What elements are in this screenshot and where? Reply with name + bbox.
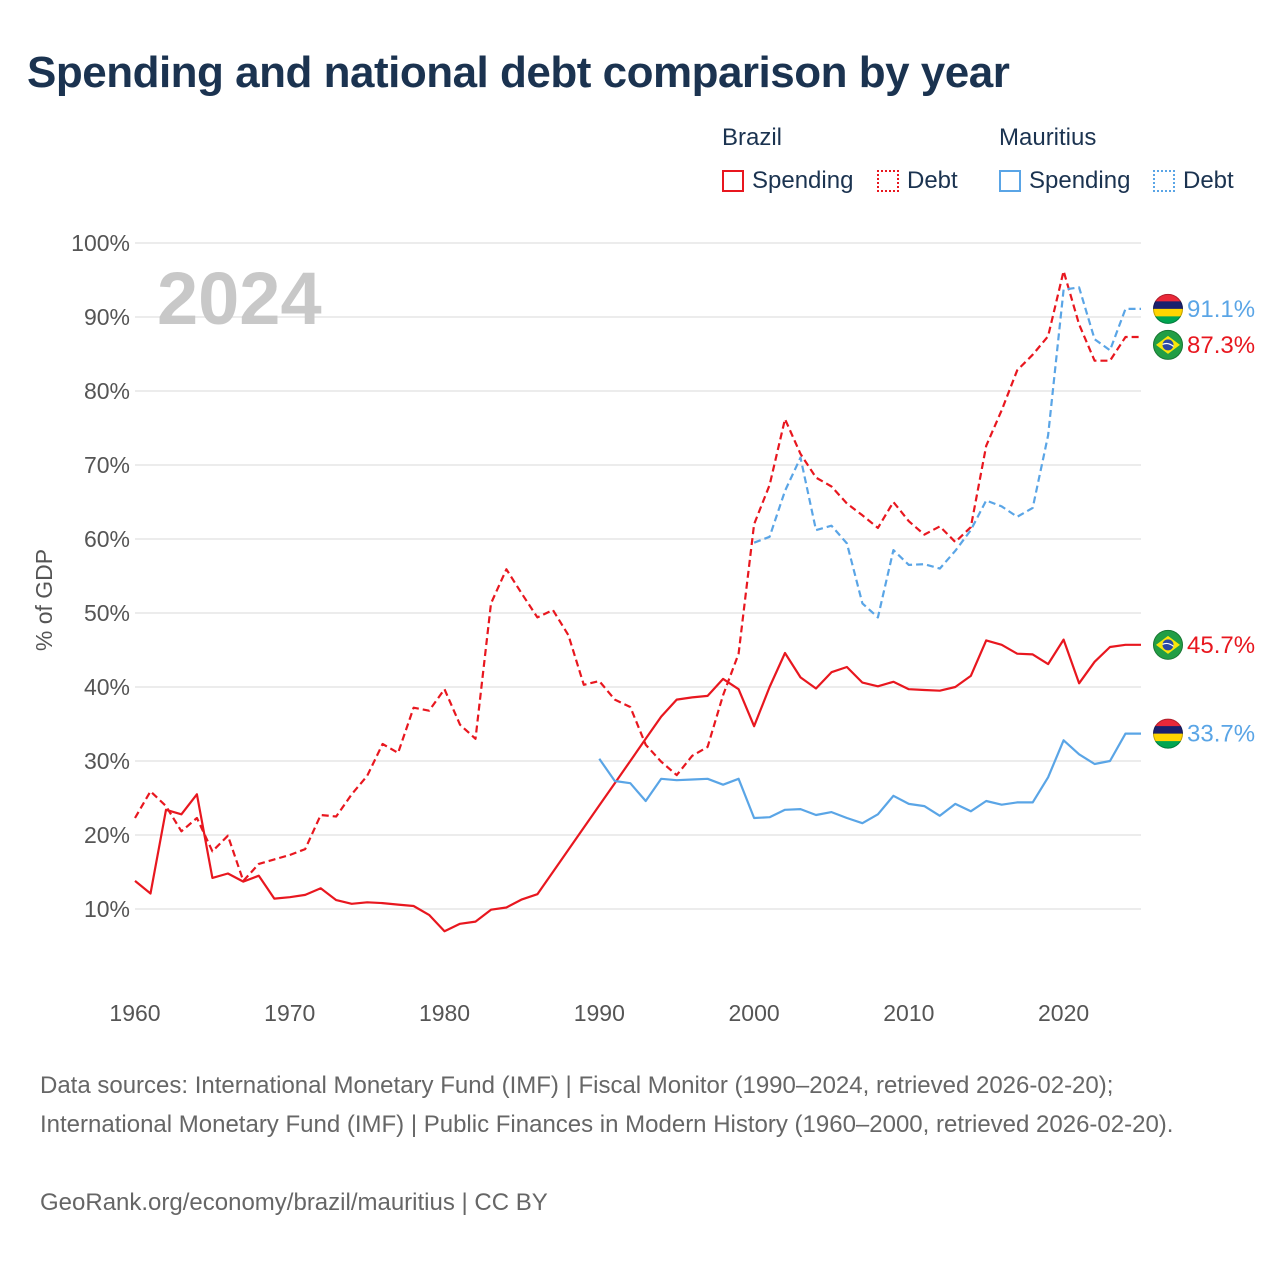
legend-brazil-spending[interactable]: Spending: [722, 166, 853, 196]
y-tick-label-70: 70%: [84, 452, 130, 478]
legend-brazil-debt[interactable]: Debt: [877, 166, 958, 196]
legend-label: Spending: [752, 167, 854, 194]
y-tick-label-30: 30%: [84, 748, 130, 774]
y-tick-label-100: 100%: [71, 230, 130, 256]
y-tick-label-90: 90%: [84, 304, 130, 330]
series-line-mauritius-spending[interactable]: [598, 732, 1141, 825]
x-tick-label-2010: 2010: [883, 1000, 934, 1026]
y-tick-label-20: 20%: [84, 822, 130, 848]
legend-mauritius-debt[interactable]: Debt: [1153, 166, 1234, 196]
line-chart: 10% 20% 30% 40% 50% 60% 70% 80% 90% 100% 1960 1970 1…: [31, 230, 1255, 1026]
series-line-mauritius-debt[interactable]: [753, 286, 1141, 619]
chart-title: Spending and national debt comparison by…: [27, 48, 1010, 97]
y-tick-label-40: 40%: [84, 674, 130, 700]
y-tick-label-60: 60%: [84, 526, 130, 552]
brazil-flag-icon: [1153, 329, 1183, 360]
mauritius-flag-icon: [1153, 293, 1183, 324]
legend-label: Debt: [1183, 167, 1234, 194]
x-tick-label-1960: 1960: [109, 1000, 160, 1026]
x-tick-label-1990: 1990: [574, 1000, 625, 1026]
x-tick-label-1970: 1970: [264, 1000, 315, 1026]
legend-swatch-solid-icon: [722, 170, 744, 192]
legend-group-mauritius: Mauritius: [999, 124, 1097, 151]
legend-swatch-dotted-icon: [1153, 170, 1175, 192]
legend-label: Spending: [1029, 167, 1131, 194]
end-value-label: 87.3%: [1187, 332, 1255, 359]
y-tick-label-50: 50%: [84, 600, 130, 626]
legend-swatch-solid-icon: [999, 170, 1021, 192]
mauritius-flag-icon: [1153, 718, 1183, 749]
year-badge: 2024: [157, 257, 322, 340]
series-line-brazil-spending[interactable]: [134, 638, 1141, 933]
credit-link[interactable]: GeoRank.org/economy/brazil/mauritius | C…: [40, 1189, 548, 1216]
x-tick-label-1980: 1980: [419, 1000, 470, 1026]
y-tick-label-80: 80%: [84, 378, 130, 404]
x-tick-label-2000: 2000: [728, 1000, 779, 1026]
end-value-label: 45.7%: [1187, 632, 1255, 659]
x-tick-label-2020: 2020: [1038, 1000, 1089, 1026]
legend-group-brazil: Brazil: [722, 124, 783, 151]
legend-swatch-dotted-icon: [877, 170, 899, 192]
legend-mauritius-spending[interactable]: Spending: [999, 166, 1130, 196]
end-value-label: 33.7%: [1187, 721, 1255, 748]
data-sources: Data sources: International Monetary Fun…: [40, 1072, 1174, 1138]
y-axis-label: % of GDP: [31, 549, 57, 651]
series-line-brazil-debt[interactable]: [134, 270, 1141, 882]
end-value-label: 91.1%: [1187, 296, 1255, 323]
legend-label: Debt: [907, 167, 958, 194]
y-tick-label-10: 10%: [84, 896, 130, 922]
brazil-flag-icon: [1153, 629, 1183, 660]
